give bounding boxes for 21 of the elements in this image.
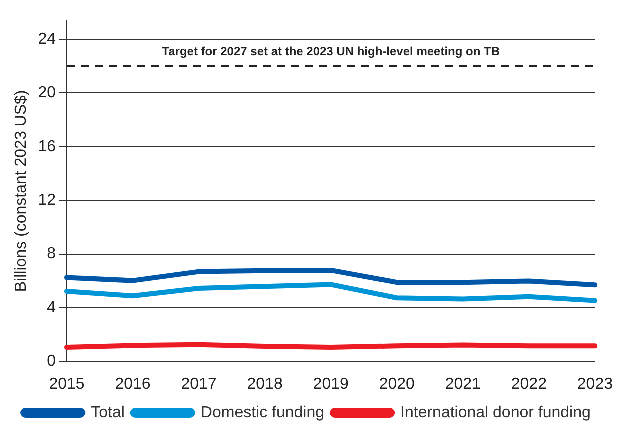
- x-tick-label: 2020: [379, 376, 416, 393]
- x-tick-label: 2021: [445, 376, 482, 393]
- y-tick-label: 16: [38, 138, 56, 156]
- y-tick-label: 24: [38, 30, 56, 48]
- y-tick-label: 12: [38, 192, 56, 210]
- x-tick-label: 2023: [577, 376, 614, 393]
- y-tick-label: 8: [47, 246, 56, 263]
- legend-label: Domestic funding: [200, 404, 325, 422]
- ref-line-label: Target for 2027 set at the 2023 UN high-level meeting on TB: [162, 44, 500, 59]
- y-tick-label: 20: [38, 84, 56, 102]
- y-tick-label: 4: [47, 299, 56, 316]
- x-tick-label: 2022: [511, 376, 548, 393]
- x-tick-label: 2015: [49, 376, 85, 393]
- x-tick-label: 2016: [115, 376, 151, 393]
- legend-label: International donor funding: [400, 404, 591, 422]
- x-tick-label: 2019: [313, 376, 349, 393]
- x-tick-label: 2018: [247, 376, 283, 393]
- legend-label: Total: [91, 404, 125, 422]
- y-axis-title: Billions (constant 2023 US$): [13, 90, 30, 292]
- x-tick-label: 2017: [181, 376, 217, 393]
- y-tick-label: 0: [47, 353, 56, 370]
